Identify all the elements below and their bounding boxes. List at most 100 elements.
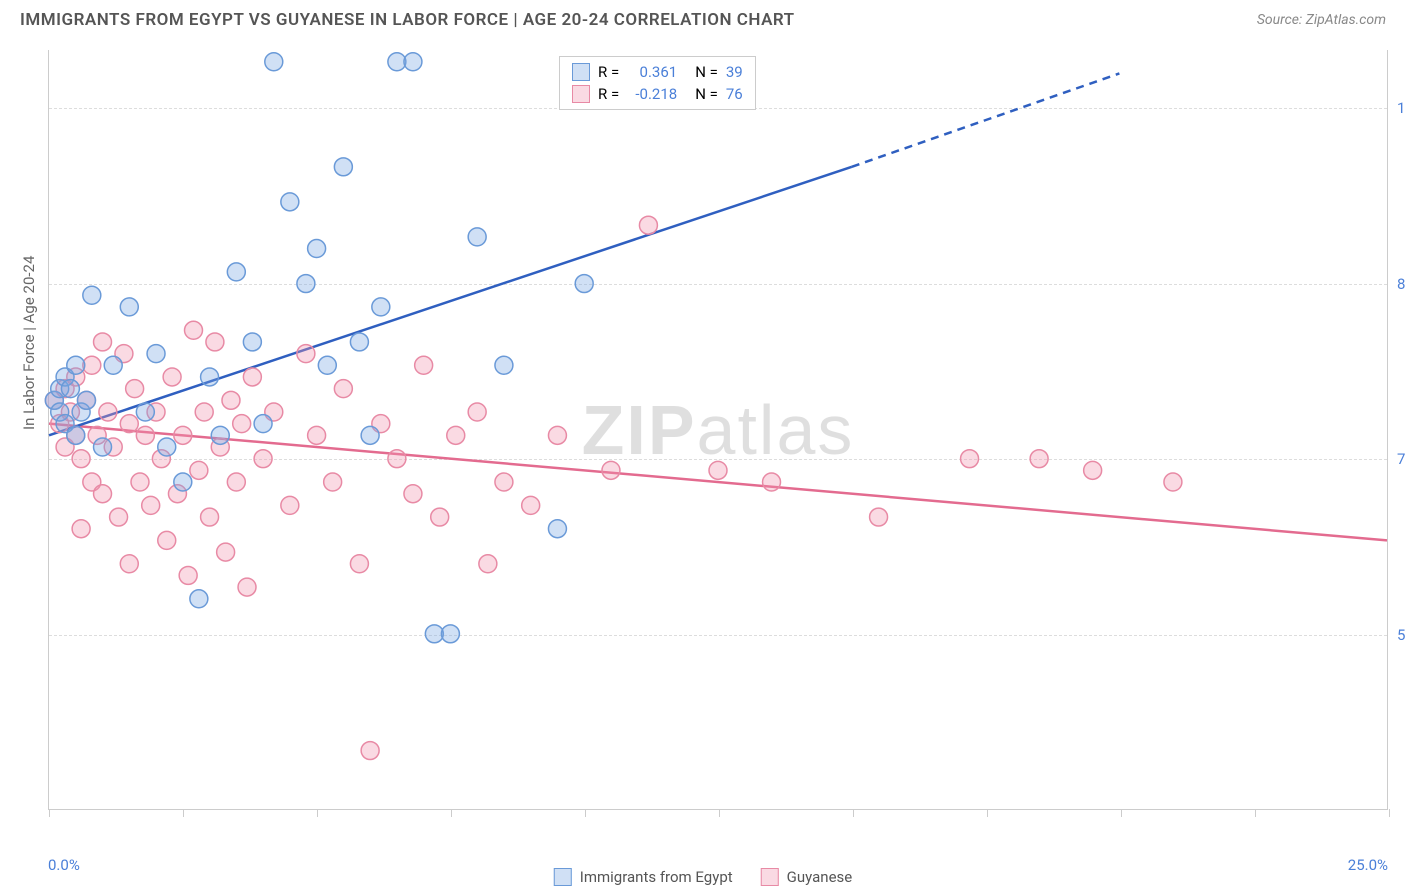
point-egypt — [388, 53, 406, 71]
point-egypt — [243, 333, 261, 351]
point-egypt — [201, 368, 219, 386]
point-guyanese — [334, 380, 352, 398]
point-guyanese — [136, 426, 154, 444]
point-guyanese — [131, 473, 149, 491]
point-guyanese — [548, 426, 566, 444]
point-guyanese — [297, 345, 315, 363]
xtick — [853, 809, 854, 817]
point-egypt — [334, 158, 352, 176]
chart-plot-area: 100.0%85.0%70.0%55.0% ZIPatlas R = 0.361… — [48, 50, 1388, 810]
ytick-label: 85.0% — [1397, 275, 1406, 293]
point-guyanese — [324, 473, 342, 491]
point-egypt — [147, 345, 165, 363]
point-egypt — [136, 403, 154, 421]
point-guyanese — [870, 508, 888, 526]
point-egypt — [575, 275, 593, 293]
x-axis-min-label: 0.0% — [48, 856, 80, 874]
legend-label-egypt: Immigrants from Egypt — [580, 868, 733, 886]
xtick — [987, 809, 988, 817]
point-egypt — [281, 193, 299, 211]
point-guyanese — [709, 461, 727, 479]
legend-item-guyanese: Guyanese — [761, 868, 853, 886]
x-axis-max-label: 25.0% — [1348, 856, 1388, 874]
point-guyanese — [190, 461, 208, 479]
r-label: R = — [598, 85, 619, 103]
point-guyanese — [254, 450, 272, 468]
point-guyanese — [238, 578, 256, 596]
point-guyanese — [201, 508, 219, 526]
point-guyanese — [195, 403, 213, 421]
egypt-r-value: 0.361 — [627, 63, 677, 81]
point-guyanese — [158, 531, 176, 549]
swatch-egypt — [572, 63, 590, 81]
point-guyanese — [99, 403, 117, 421]
point-guyanese — [243, 368, 261, 386]
source-label: Source: ZipAtlas.com — [1257, 12, 1386, 28]
r-label: R = — [598, 63, 619, 81]
point-guyanese — [217, 543, 235, 561]
n-label: N = — [695, 85, 718, 103]
xtick — [49, 809, 50, 817]
point-guyanese — [281, 496, 299, 514]
point-guyanese — [602, 461, 620, 479]
point-guyanese — [495, 473, 513, 491]
point-guyanese — [1030, 450, 1048, 468]
point-guyanese — [479, 555, 497, 573]
swatch-egypt-icon — [554, 868, 572, 886]
point-egypt — [361, 426, 379, 444]
xtick — [719, 809, 720, 817]
point-egypt — [190, 590, 208, 608]
point-guyanese — [961, 450, 979, 468]
point-guyanese — [1164, 473, 1182, 491]
point-egypt — [77, 391, 95, 409]
point-guyanese — [185, 321, 203, 339]
swatch-guyanese-icon — [761, 868, 779, 886]
point-egypt — [104, 356, 122, 374]
xtick — [1255, 809, 1256, 817]
xtick — [1121, 809, 1122, 817]
point-egypt — [67, 426, 85, 444]
ytick-label: 100.0% — [1397, 99, 1406, 117]
legend-row-guyanese: R = -0.218 N = 76 — [572, 83, 743, 105]
legend-item-egypt: Immigrants from Egypt — [554, 868, 733, 886]
point-guyanese — [447, 426, 465, 444]
point-guyanese — [388, 450, 406, 468]
point-egypt — [441, 625, 459, 643]
point-egypt — [548, 520, 566, 538]
point-guyanese — [763, 473, 781, 491]
point-guyanese — [350, 555, 368, 573]
point-egypt — [372, 298, 390, 316]
point-egypt — [468, 228, 486, 246]
xtick — [585, 809, 586, 817]
point-egypt — [318, 356, 336, 374]
point-guyanese — [404, 485, 422, 503]
point-guyanese — [639, 216, 657, 234]
point-guyanese — [72, 450, 90, 468]
point-guyanese — [142, 496, 160, 514]
point-guyanese — [179, 566, 197, 584]
point-guyanese — [222, 391, 240, 409]
ytick-label: 55.0% — [1397, 626, 1406, 644]
point-guyanese — [94, 485, 112, 503]
point-guyanese — [126, 380, 144, 398]
point-guyanese — [431, 508, 449, 526]
point-egypt — [174, 473, 192, 491]
chart-title: IMMIGRANTS FROM EGYPT VS GUYANESE IN LAB… — [20, 10, 795, 30]
ytick-label: 70.0% — [1397, 450, 1406, 468]
xtick — [451, 809, 452, 817]
y-axis-label: In Labor Force | Age 20-24 — [20, 256, 38, 430]
point-egypt — [254, 415, 272, 433]
point-guyanese — [522, 496, 540, 514]
swatch-guyanese — [572, 85, 590, 103]
xtick — [1389, 809, 1390, 817]
point-egypt — [211, 426, 229, 444]
point-guyanese — [308, 426, 326, 444]
guyanese-n-value: 76 — [726, 85, 743, 103]
point-guyanese — [206, 333, 224, 351]
legend-label-guyanese: Guyanese — [787, 868, 853, 886]
point-guyanese — [233, 415, 251, 433]
correlation-legend: R = 0.361 N = 39 R = -0.218 N = 76 — [559, 56, 756, 110]
point-egypt — [120, 298, 138, 316]
point-egypt — [495, 356, 513, 374]
point-guyanese — [110, 508, 128, 526]
